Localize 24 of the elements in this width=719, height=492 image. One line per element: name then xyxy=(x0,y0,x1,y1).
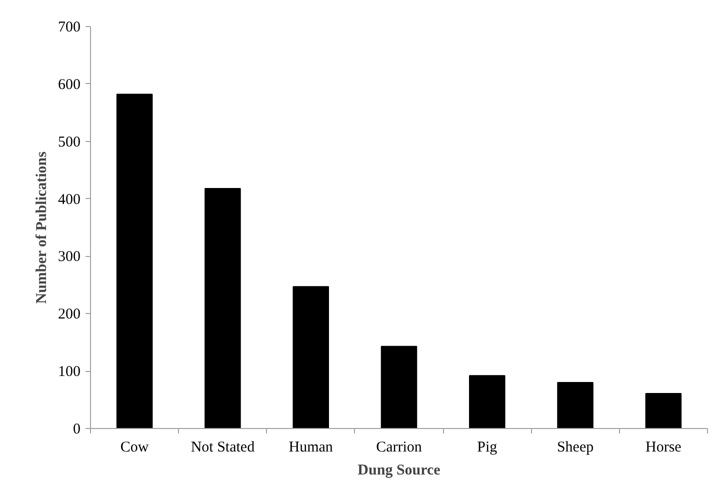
bar xyxy=(204,188,241,428)
x-tick-label: Horse xyxy=(646,440,682,456)
y-tick-label: 300 xyxy=(58,249,80,266)
x-tick-label: Cow xyxy=(120,440,149,456)
x-tick-label: Not Stated xyxy=(190,440,256,456)
y-tick-label: 600 xyxy=(58,76,80,93)
bar xyxy=(116,94,153,428)
y-tick-label: 200 xyxy=(58,306,80,323)
bar xyxy=(292,286,329,428)
bar xyxy=(380,346,418,428)
x-tick-label: Human xyxy=(288,440,334,456)
y-axis-title: Number of Publications xyxy=(34,151,50,304)
y-tick-label: 0 xyxy=(73,422,80,438)
bar xyxy=(645,392,682,428)
bar xyxy=(469,375,506,428)
y-tick-label: 500 xyxy=(58,134,80,150)
bar xyxy=(557,382,594,428)
x-tick-label: Carrion xyxy=(376,440,422,456)
y-tick-label: 100 xyxy=(58,364,80,380)
x-tick-label: Sheep xyxy=(556,440,594,456)
x-tick-label: Pig xyxy=(477,440,498,456)
y-tick-label: 700 xyxy=(58,20,80,36)
y-tick-label: 400 xyxy=(58,192,80,208)
x-axis-title: Dung Source xyxy=(358,462,441,478)
